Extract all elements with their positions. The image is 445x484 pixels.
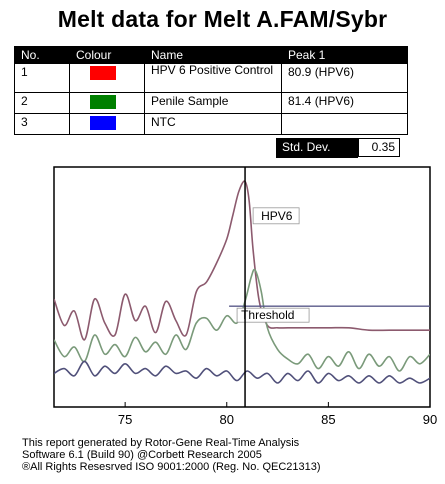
annotation-box (252, 207, 300, 225)
row-peak: 80.9 (HPV6) (281, 63, 408, 93)
colour-swatch (90, 95, 116, 109)
colour-swatch (90, 116, 116, 130)
header-colour: Colour (69, 46, 145, 64)
table-row: 2 Penile Sample 81.4 (HPV6) (14, 92, 408, 114)
row-name: Penile Sample (144, 92, 282, 114)
row-colour (69, 113, 145, 135)
series-line-1 (54, 180, 430, 341)
row-no: 1 (14, 63, 70, 93)
std-dev-box: Std. Dev. 0.35 (276, 138, 400, 158)
x-tick-label: 75 (118, 412, 132, 427)
x-tick-label: 85 (321, 412, 335, 427)
colour-swatch (90, 66, 116, 80)
row-peak (281, 113, 408, 135)
footer-line: ®All Rights Resesrved ISO 9001:2000 (Reg… (22, 461, 321, 473)
footer-line: Software 6.1 (Build 90) @Corbett Researc… (22, 449, 262, 461)
header-no: No. (14, 46, 70, 64)
row-no: 3 (14, 113, 70, 135)
report-title: Melt data for Melt A.FAM/Sybr (57, 6, 388, 32)
x-tick-label: 90 (423, 412, 437, 427)
row-colour (69, 63, 145, 93)
table-row: 1 HPV 6 Positive Control 80.9 (HPV6) (14, 63, 408, 93)
sample-table: No. Colour Name Peak 1 1 HPV 6 Positive … (14, 46, 408, 135)
std-dev-label: Std. Dev. (276, 138, 358, 158)
x-tick-label: 80 (220, 412, 234, 427)
row-name: NTC (144, 113, 282, 135)
annotation-label: HPV6 (261, 209, 293, 223)
threshold-label: Threshold (241, 308, 294, 322)
header-peak: Peak 1 (281, 46, 408, 64)
threshold-label-box (236, 307, 310, 323)
series-line-3 (54, 360, 430, 384)
row-colour (69, 92, 145, 114)
table-row: 3 NTC (14, 113, 408, 135)
footer-line: This report generated by Rotor-Gene Real… (22, 437, 300, 449)
table-header-row: No. Colour Name Peak 1 (14, 46, 408, 64)
row-peak: 81.4 (HPV6) (281, 92, 408, 114)
melt-chart: Threshold HPV6 75 80 85 90 (53, 166, 437, 427)
std-dev-value: 0.35 (358, 138, 400, 157)
plot-frame (53, 166, 431, 408)
row-name: HPV 6 Positive Control (144, 63, 282, 93)
footer: This report generated by Rotor-Gene Real… (22, 437, 321, 473)
series-line-2 (54, 268, 430, 372)
header-name: Name (144, 46, 282, 64)
row-no: 2 (14, 92, 70, 114)
